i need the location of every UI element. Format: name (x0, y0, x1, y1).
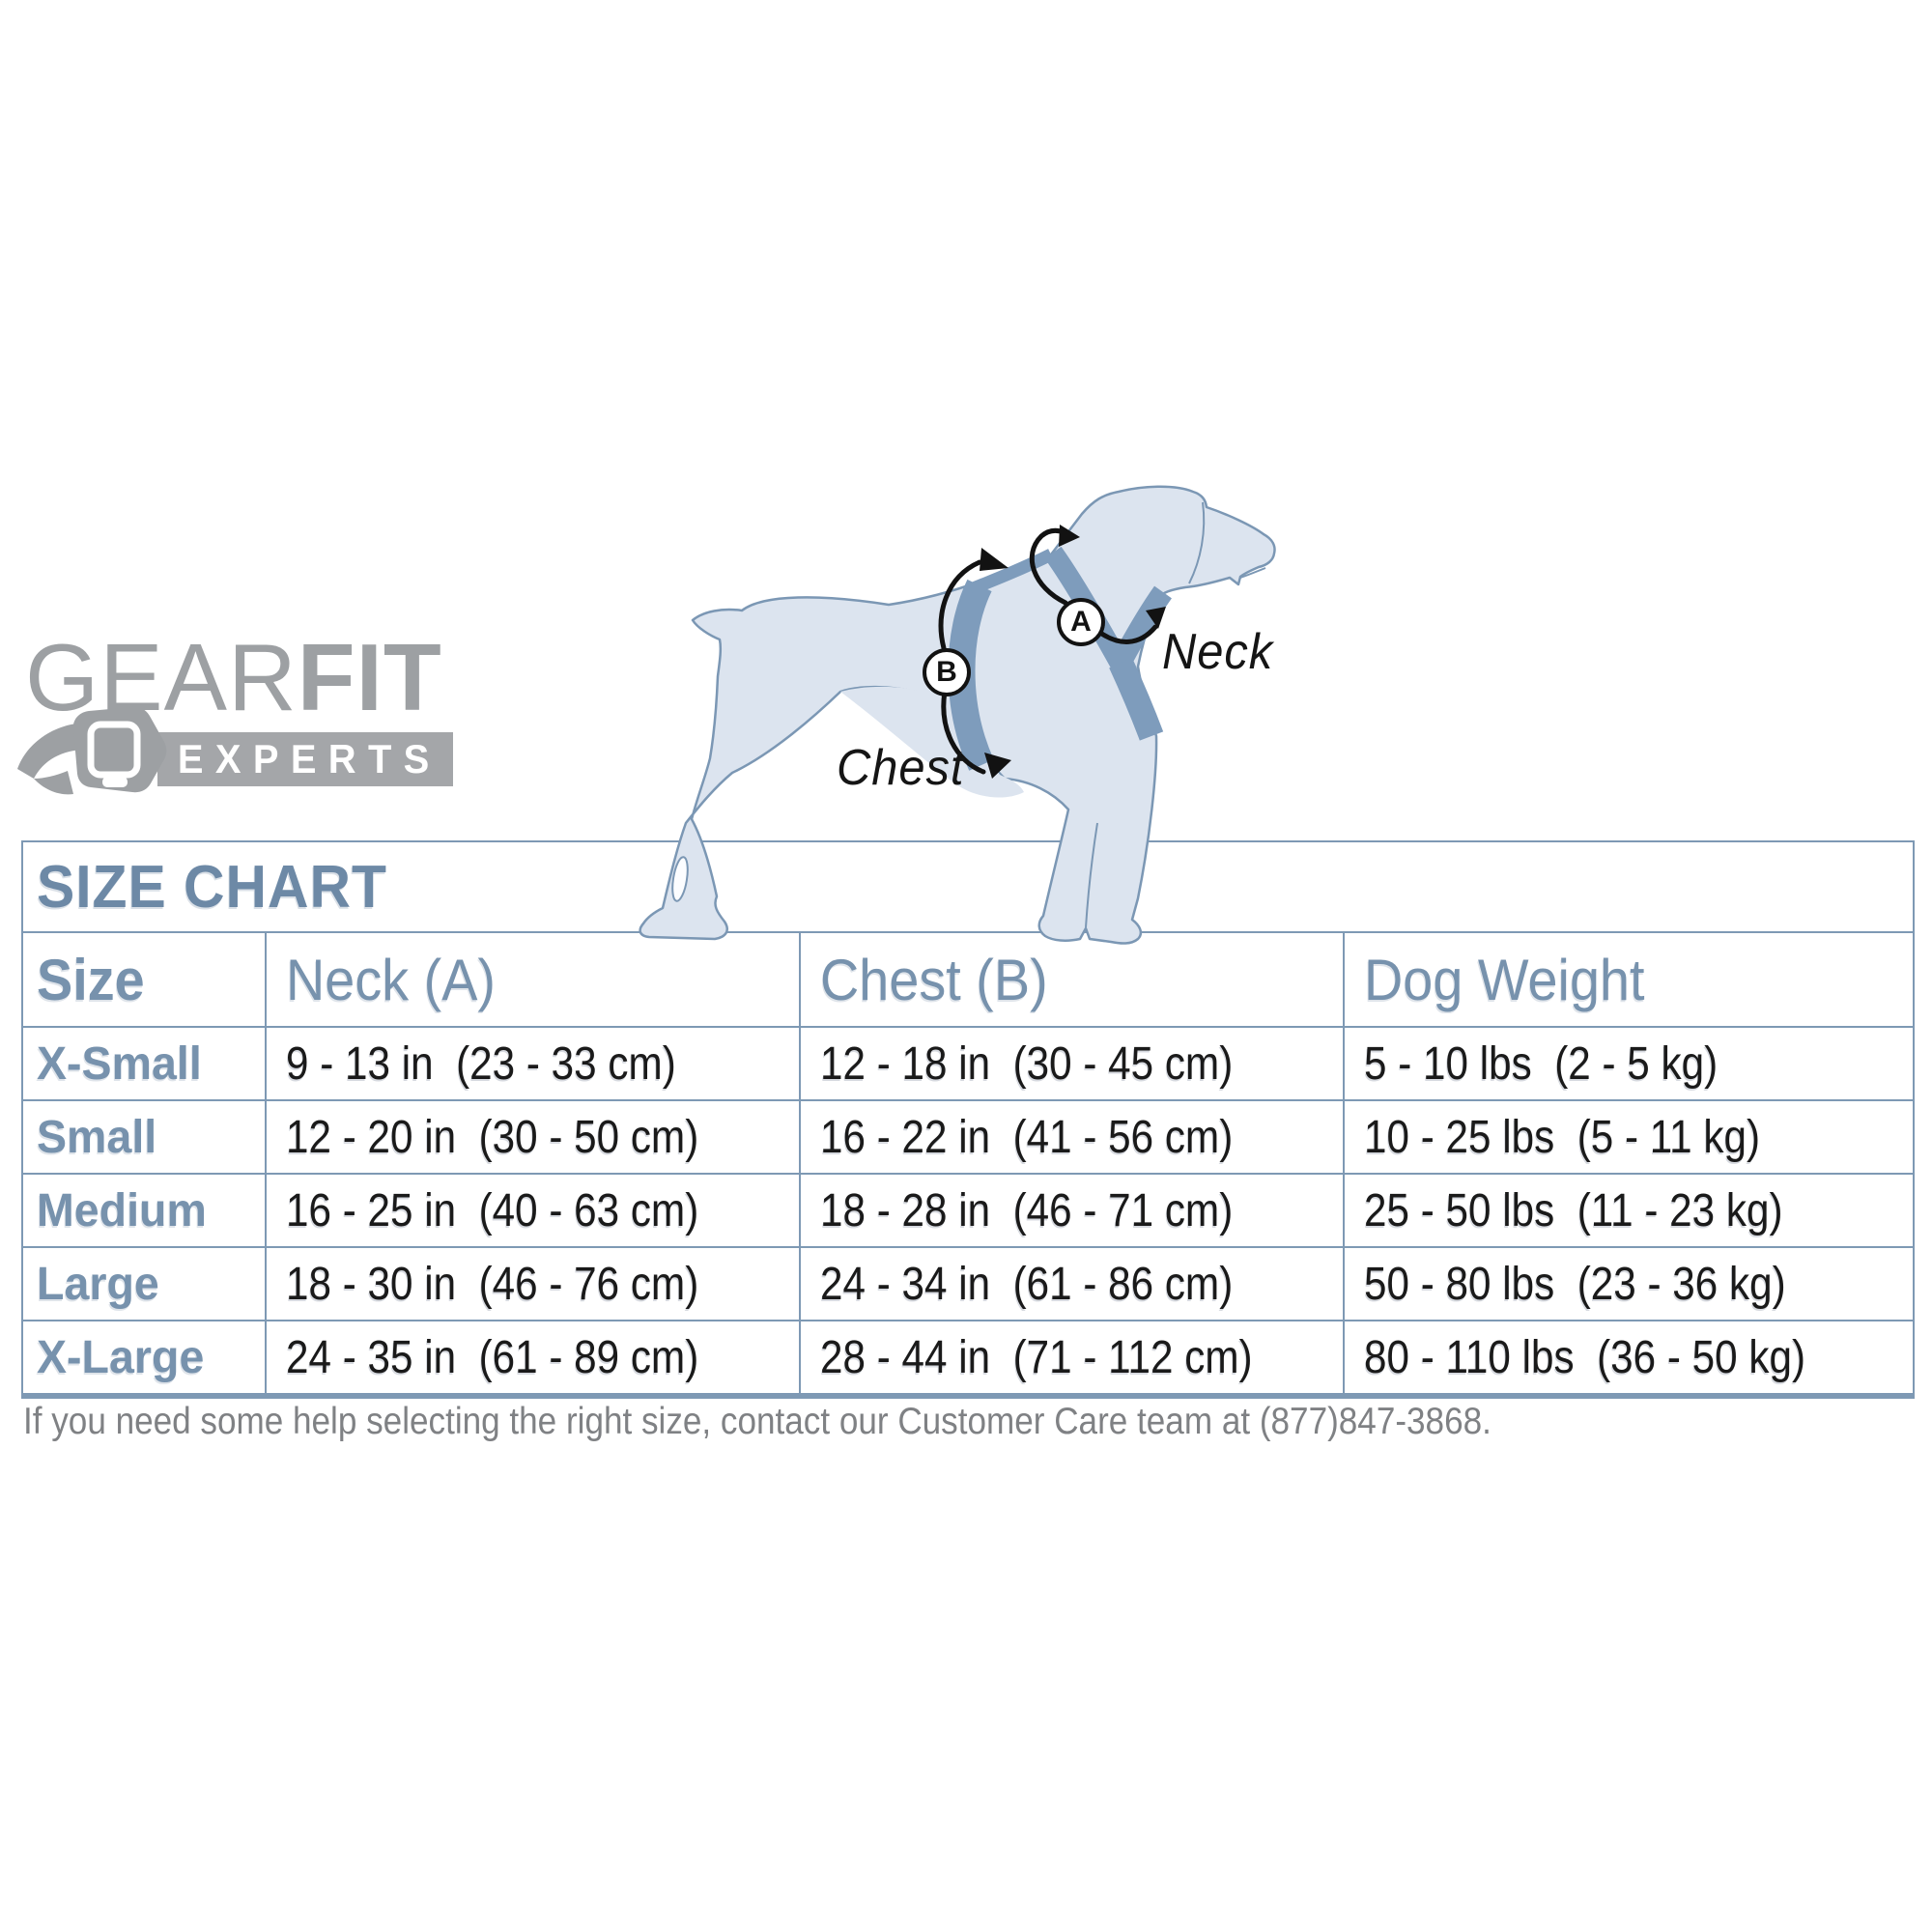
header-chest: Chest (B) (799, 933, 1343, 1026)
neck-arrow-bottom (1094, 624, 1158, 644)
hind-leg-overlap-highlight (671, 856, 689, 902)
row-weight-value: 10 - 25 lbs (5 - 11 kg) (1343, 1101, 1913, 1173)
size-chart-title-row: SIZE CHART (23, 842, 1913, 931)
size-chart-title: SIZE CHART (37, 853, 387, 921)
collar-buckle-icon (17, 706, 167, 795)
chest-arrow-top (938, 559, 982, 651)
harness (948, 546, 1172, 771)
dog-harness-diagram (639, 485, 1276, 945)
row-weight-value: 50 - 80 lbs (23 - 36 kg) (1343, 1248, 1913, 1320)
marker-a-letter: A (1070, 606, 1092, 638)
chest-arrow-bottom (941, 689, 986, 775)
row-neck-value: 9 - 13 in (23 - 33 cm) (265, 1028, 799, 1099)
ear-line (1188, 501, 1206, 584)
front-leg-divider-line (1085, 822, 1098, 928)
header-neck: Neck (A) (265, 933, 799, 1026)
row-size-label: X-Large (37, 1331, 205, 1383)
brand-gear: GEAR (25, 624, 298, 730)
table-row: Medium 16 - 25 in (40 - 63 cm) 18 - 28 i… (23, 1173, 1913, 1246)
row-weight-value: 80 - 110 lbs (36 - 50 kg) (1343, 1321, 1913, 1393)
header-size: Size (37, 947, 145, 1012)
table-row: X-Large 24 - 35 in (61 - 89 cm) 28 - 44 … (23, 1320, 1913, 1393)
row-chest-value: 24 - 34 in (61 - 86 cm) (799, 1248, 1343, 1320)
table-row: Large 18 - 30 in (46 - 76 cm) 24 - 34 in… (23, 1246, 1913, 1320)
brand-wordmark: GEARFIT (25, 630, 442, 724)
neck-arrow-top (1029, 527, 1068, 606)
neck-marker-a: A (1057, 598, 1105, 646)
table-row: X-Small 9 - 13 in (23 - 33 cm) 12 - 18 i… (23, 1026, 1913, 1099)
row-chest-value: 12 - 18 in (30 - 45 cm) (799, 1028, 1343, 1099)
marker-b-letter: B (936, 656, 957, 688)
brand-tagline-bar: EXPERTS (157, 732, 453, 786)
row-neck-value: 18 - 30 in (46 - 76 cm) (265, 1248, 799, 1320)
row-weight-value: 5 - 10 lbs (2 - 5 kg) (1343, 1028, 1913, 1099)
neck-label: Neck (1162, 624, 1274, 680)
customer-care-note: If you need some help selecting the righ… (23, 1401, 1492, 1442)
size-chart-table: SIZE CHART Size Neck (A) Chest (B) Dog W… (21, 840, 1915, 1399)
row-chest-value: 16 - 22 in (41 - 56 cm) (799, 1101, 1343, 1173)
arrowheads (980, 525, 1166, 779)
table-row: Small 12 - 20 in (30 - 50 cm) 16 - 22 in… (23, 1099, 1913, 1173)
row-neck-value: 16 - 25 in (40 - 63 cm) (265, 1175, 799, 1246)
row-size-label: X-Small (37, 1037, 202, 1090)
row-neck-value: 24 - 35 in (61 - 89 cm) (265, 1321, 799, 1393)
row-chest-value: 28 - 44 in (71 - 112 cm) (799, 1321, 1343, 1393)
brand-logo: GEARFIT EXPERTS (17, 630, 453, 795)
row-chest-value: 18 - 28 in (46 - 71 cm) (799, 1175, 1343, 1246)
row-neck-value: 12 - 20 in (30 - 50 cm) (265, 1101, 799, 1173)
brand-tagline: EXPERTS (178, 736, 442, 781)
measure-arrows (938, 527, 1158, 775)
row-size-label: Small (37, 1111, 157, 1163)
row-weight-value: 25 - 50 lbs (11 - 23 kg) (1343, 1175, 1913, 1246)
row-size-label: Medium (37, 1184, 207, 1236)
chest-label: Chest (837, 740, 965, 796)
chest-marker-b: B (923, 648, 971, 696)
mouth-line (1239, 567, 1266, 579)
brand-fit: FIT (297, 624, 442, 730)
table-header-row: Size Neck (A) Chest (B) Dog Weight (23, 931, 1913, 1026)
header-weight: Dog Weight (1343, 933, 1913, 1026)
row-size-label: Large (37, 1258, 159, 1310)
